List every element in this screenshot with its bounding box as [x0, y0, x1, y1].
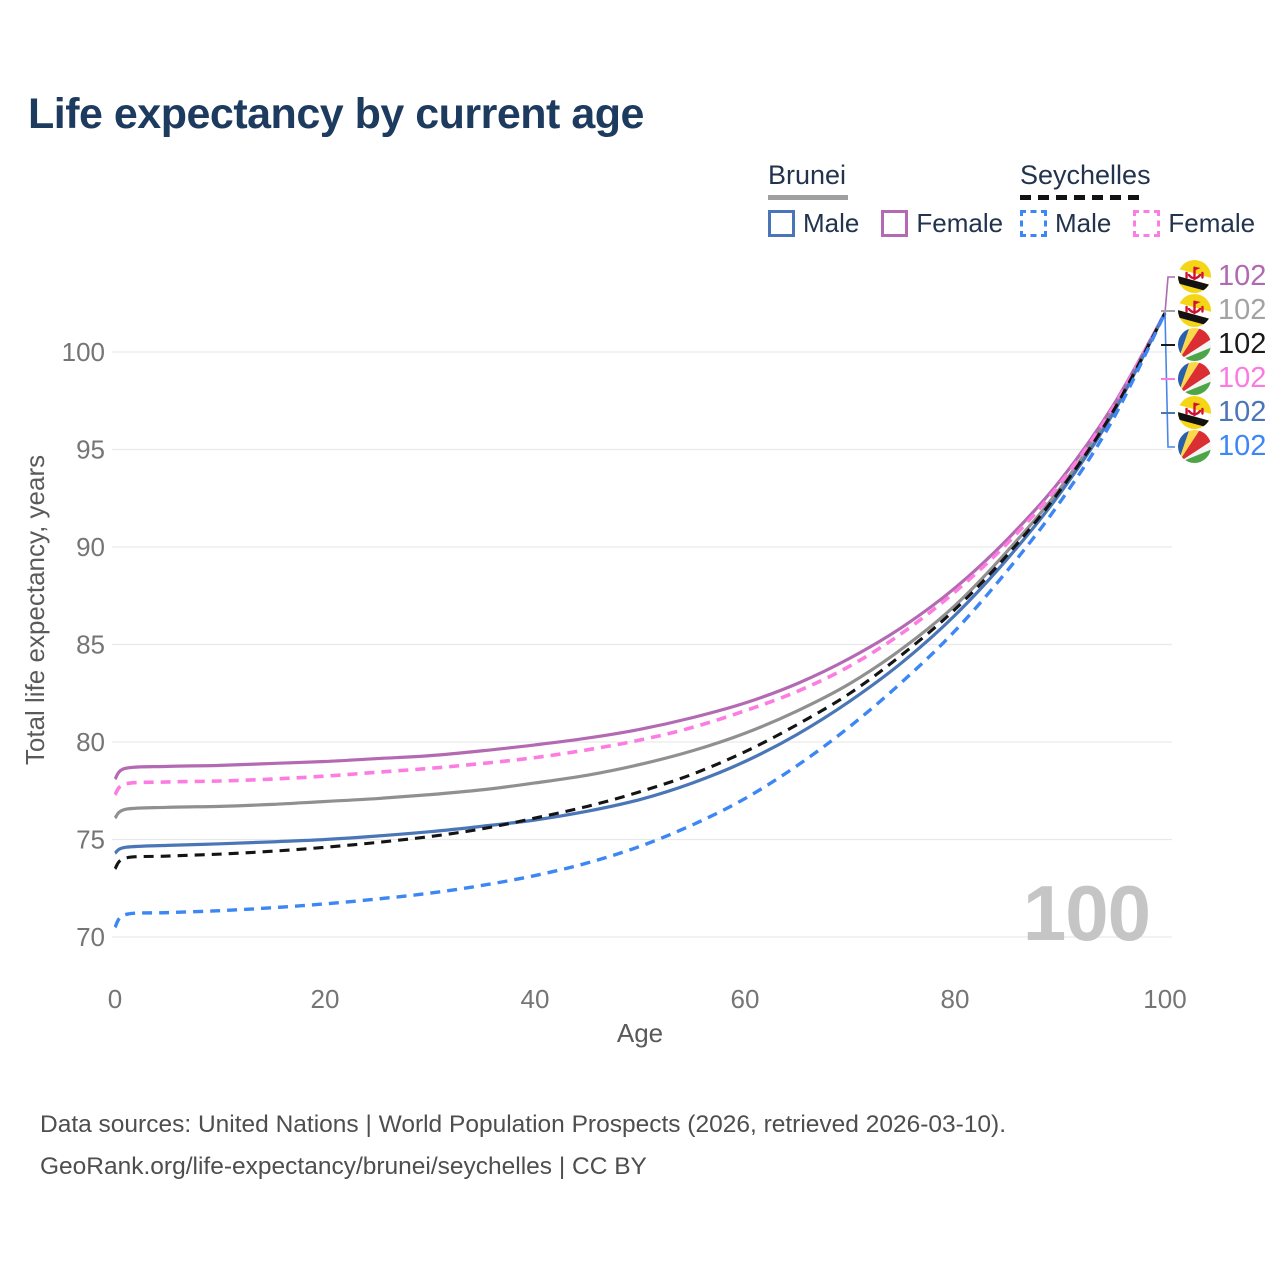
seychelles-dashed-underline [1020, 195, 1140, 200]
end-label-value: 102 [1218, 430, 1267, 462]
legend-group-seychelles-label: Seychelles [1020, 160, 1151, 190]
end-label-brunei-female: 102 [1178, 260, 1266, 293]
legend-group-seychelles: Seychelles Male Female [1020, 160, 1255, 239]
end-label-value: 102 [1218, 260, 1267, 292]
y-axis-label: Total life expectancy, years [20, 455, 50, 765]
seychelles-male-swatch-icon [1020, 210, 1047, 237]
brunei-flag-icon [1178, 294, 1211, 327]
y-tick: 80 [76, 727, 105, 757]
end-label-value: 102 [1218, 294, 1267, 326]
line-brunei-total [113, 312, 1167, 820]
end-label-brunei-total: 102 [1178, 294, 1266, 327]
line-seychelles-male [113, 312, 1167, 929]
x-tick: 40 [521, 984, 550, 1014]
brunei-flag-icon [1178, 396, 1211, 429]
leader-line-top [1164, 276, 1175, 314]
brunei-female-swatch-icon [881, 210, 909, 237]
y-tick: 95 [76, 435, 105, 465]
legend-item-label: Male [803, 208, 860, 238]
line-brunei-female [113, 312, 1167, 781]
end-label-value: 102 [1218, 362, 1267, 394]
end-label-value: 102 [1218, 396, 1267, 428]
legend-item-brunei-female[interactable]: Female [881, 208, 1003, 239]
x-axis-label: Age [617, 1018, 663, 1048]
y-tick: 100 [62, 337, 105, 367]
page-title: Life expectancy by current age [28, 90, 644, 138]
footer-link: GeoRank.org/life-expectancy/brunei/seych… [40, 1153, 647, 1180]
x-tick: 100 [1143, 984, 1186, 1014]
y-tick: 90 [76, 532, 105, 562]
brunei-solid-underline [768, 195, 848, 200]
y-tick: 75 [76, 825, 105, 855]
x-tick: 60 [731, 984, 760, 1014]
seychelles-female-swatch-icon [1133, 210, 1161, 237]
x-tick: 20 [311, 984, 340, 1014]
footer: Data sources: United Nations | World Pop… [40, 1104, 1006, 1188]
x-tick: 0 [108, 984, 122, 1014]
y-tick: 85 [76, 630, 105, 660]
line-seychelles-total [113, 312, 1167, 870]
line-seychelles-female [113, 312, 1167, 796]
end-label-brunei-male: 102 [1178, 396, 1266, 429]
x-tick: 80 [941, 984, 970, 1014]
legend-item-label: Male [1055, 208, 1112, 238]
end-label-seychelles-female: 102 [1178, 362, 1266, 395]
legend-item-brunei-male[interactable]: Male [768, 208, 859, 239]
end-label-seychelles-male: 102 [1178, 430, 1266, 463]
end-label-value: 102 [1218, 328, 1267, 360]
footer-sources: Data sources: United Nations | World Pop… [40, 1111, 1007, 1138]
legend-item-seychelles-male[interactable]: Male [1020, 208, 1111, 239]
end-label-seychelles-total: 102 [1178, 328, 1266, 361]
brunei-flag-icon [1178, 260, 1211, 293]
legend-group-brunei: Brunei Male Female [768, 160, 1003, 239]
legend-item-seychelles-female[interactable]: Female [1133, 208, 1255, 239]
legend-item-label: Female [916, 208, 1004, 238]
y-tick: 70 [76, 922, 105, 952]
seychelles-flag-icon [1178, 362, 1211, 395]
age-counter-watermark: 100 [1022, 869, 1151, 957]
brunei-male-swatch-icon [768, 210, 795, 237]
legend-group-brunei-label: Brunei [768, 160, 847, 190]
seychelles-flag-icon [1178, 430, 1211, 463]
leader-line-bottom [1164, 312, 1175, 448]
legend-item-label: Female [1168, 208, 1256, 238]
seychelles-flag-icon [1178, 328, 1211, 361]
line-brunei-male [114, 312, 1167, 855]
